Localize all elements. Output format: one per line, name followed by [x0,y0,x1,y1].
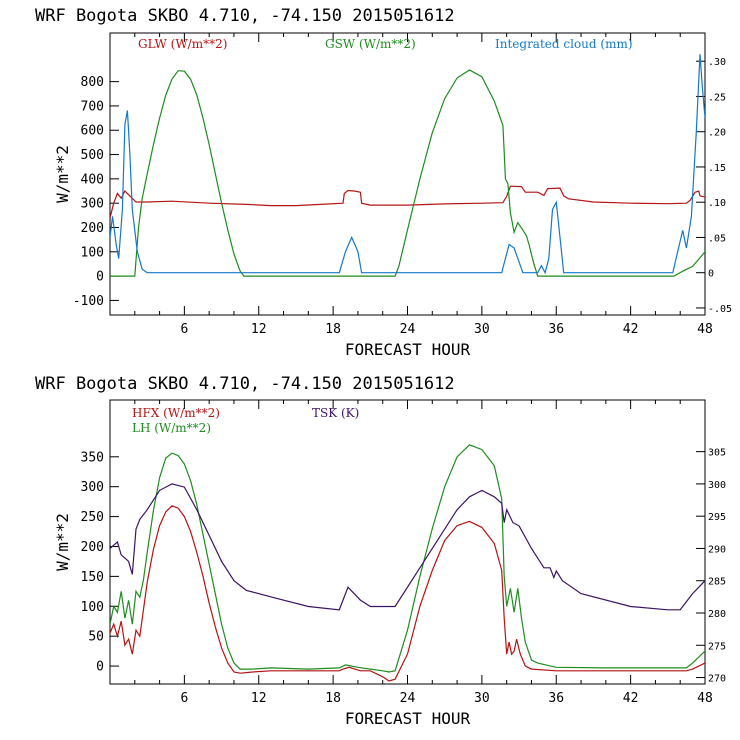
chart2-series-line-tsk [110,483,705,611]
chart1-y2-tick-label: .15 [708,163,726,174]
chart1-legend-gsw: GSW (W/m**2) [325,37,416,51]
chart2-x-axis-label: FORECAST HOUR [345,709,471,728]
chart1-y-tick-label: 500 [81,148,104,163]
chart2-y-tick-label: 50 [88,630,104,645]
chart1-y2-tick-label: 0 [708,269,714,280]
chart1-y2-tick-label: .30 [708,57,726,68]
chart1-x-tick-label: 6 [180,322,188,337]
chart1-title: WRF Bogota SKBO 4.710, -74.150 201505161… [35,6,455,26]
chart1-y-tick-label: 300 [81,197,104,212]
chart1-x-tick-label: 12 [251,322,267,337]
chart1-y2-tick-label: .10 [708,198,726,209]
chart2-y2-tick-label: 295 [708,512,726,523]
chart1-x-tick-label: 18 [325,322,341,337]
chart1-y2-tick-label: -.05 [708,304,732,315]
chart1-y-tick-label: 600 [81,124,104,139]
chart2-y2-tick-label: 290 [708,544,726,555]
chart1-legend-glw: GLW (W/m**2) [138,37,227,51]
chart2-y2-tick-label: 305 [708,448,726,459]
chart1-x-tick-label: 30 [474,322,490,337]
chart2-y-tick-label: 200 [81,540,104,555]
chart2-x-tick-label: 36 [548,691,564,706]
chart1-legend-integrated: Integrated cloud (mm) [495,37,633,51]
chart2-x-tick-label: 6 [180,691,188,706]
chart2-y-tick-label: 100 [81,600,104,615]
chart2-y-tick-label: 0 [96,660,104,675]
chart2-x-tick-label: 48 [697,691,713,706]
chart2-y2-tick-label: 285 [708,577,726,588]
chart2-x-tick-label: 12 [251,691,267,706]
chart1-y-axis-label: W/m**2 [53,145,72,203]
chart2-y-tick-label: 350 [81,450,104,465]
chart2-legend-lh: LH (W/m**2) [132,421,211,435]
chart1-y2-tick-label: .25 [708,92,726,103]
chart1-x-axis-label: FORECAST HOUR [345,340,471,359]
chart1-series-line-glw [110,185,705,218]
chart1-y-tick-label: -100 [73,294,104,309]
chart1-y-tick-label: 0 [96,270,104,285]
chart2-title: WRF Bogota SKBO 4.710, -74.150 201505161… [35,374,455,394]
chart1-y2-tick-label: .05 [708,233,726,244]
chart1-series-line-gsw [110,69,705,277]
chart1-y-tick-label: 400 [81,172,104,187]
chart1-y-tick-label: 200 [81,221,104,236]
chart1-y-tick-label: 100 [81,245,104,260]
chart1-x-tick-label: 48 [697,322,713,337]
chart2-y-axis-label: W/m**2 [53,513,72,571]
chart1-y2-tick-label: .20 [708,128,726,139]
chart1-series-line-integrated [110,54,705,275]
chart2-legend-tsk: TSK (K) [312,406,359,420]
chart2-x-tick-label: 30 [474,691,490,706]
chart2-y-tick-label: 150 [81,570,104,585]
chart2-y-tick-label: 300 [81,480,104,495]
chart2-plot-frame [109,399,706,685]
chart1-x-tick-label: 36 [548,322,564,337]
chart1-x-tick-label: 24 [400,322,416,337]
chart1-x-tick-label: 42 [623,322,639,337]
chart2-x-tick-label: 42 [623,691,639,706]
chart2-legend-hfx: HFX (W/m**2) [132,406,220,420]
chart2-y-tick-label: 250 [81,510,104,525]
chart2-y2-tick-label: 280 [708,609,726,620]
chart2-y2-tick-label: 300 [708,480,726,491]
chart2-x-tick-label: 18 [325,691,341,706]
chart2-x-tick-label: 24 [400,691,416,706]
chart2-series-line-hfx [110,505,705,682]
chart1-y-tick-label: 700 [81,99,104,114]
chart2-series-line-lh [110,444,705,673]
chart2-y2-tick-label: 275 [708,641,726,652]
chart2-y2-tick-label: 270 [708,674,726,685]
chart1-y-tick-label: 800 [81,75,104,90]
